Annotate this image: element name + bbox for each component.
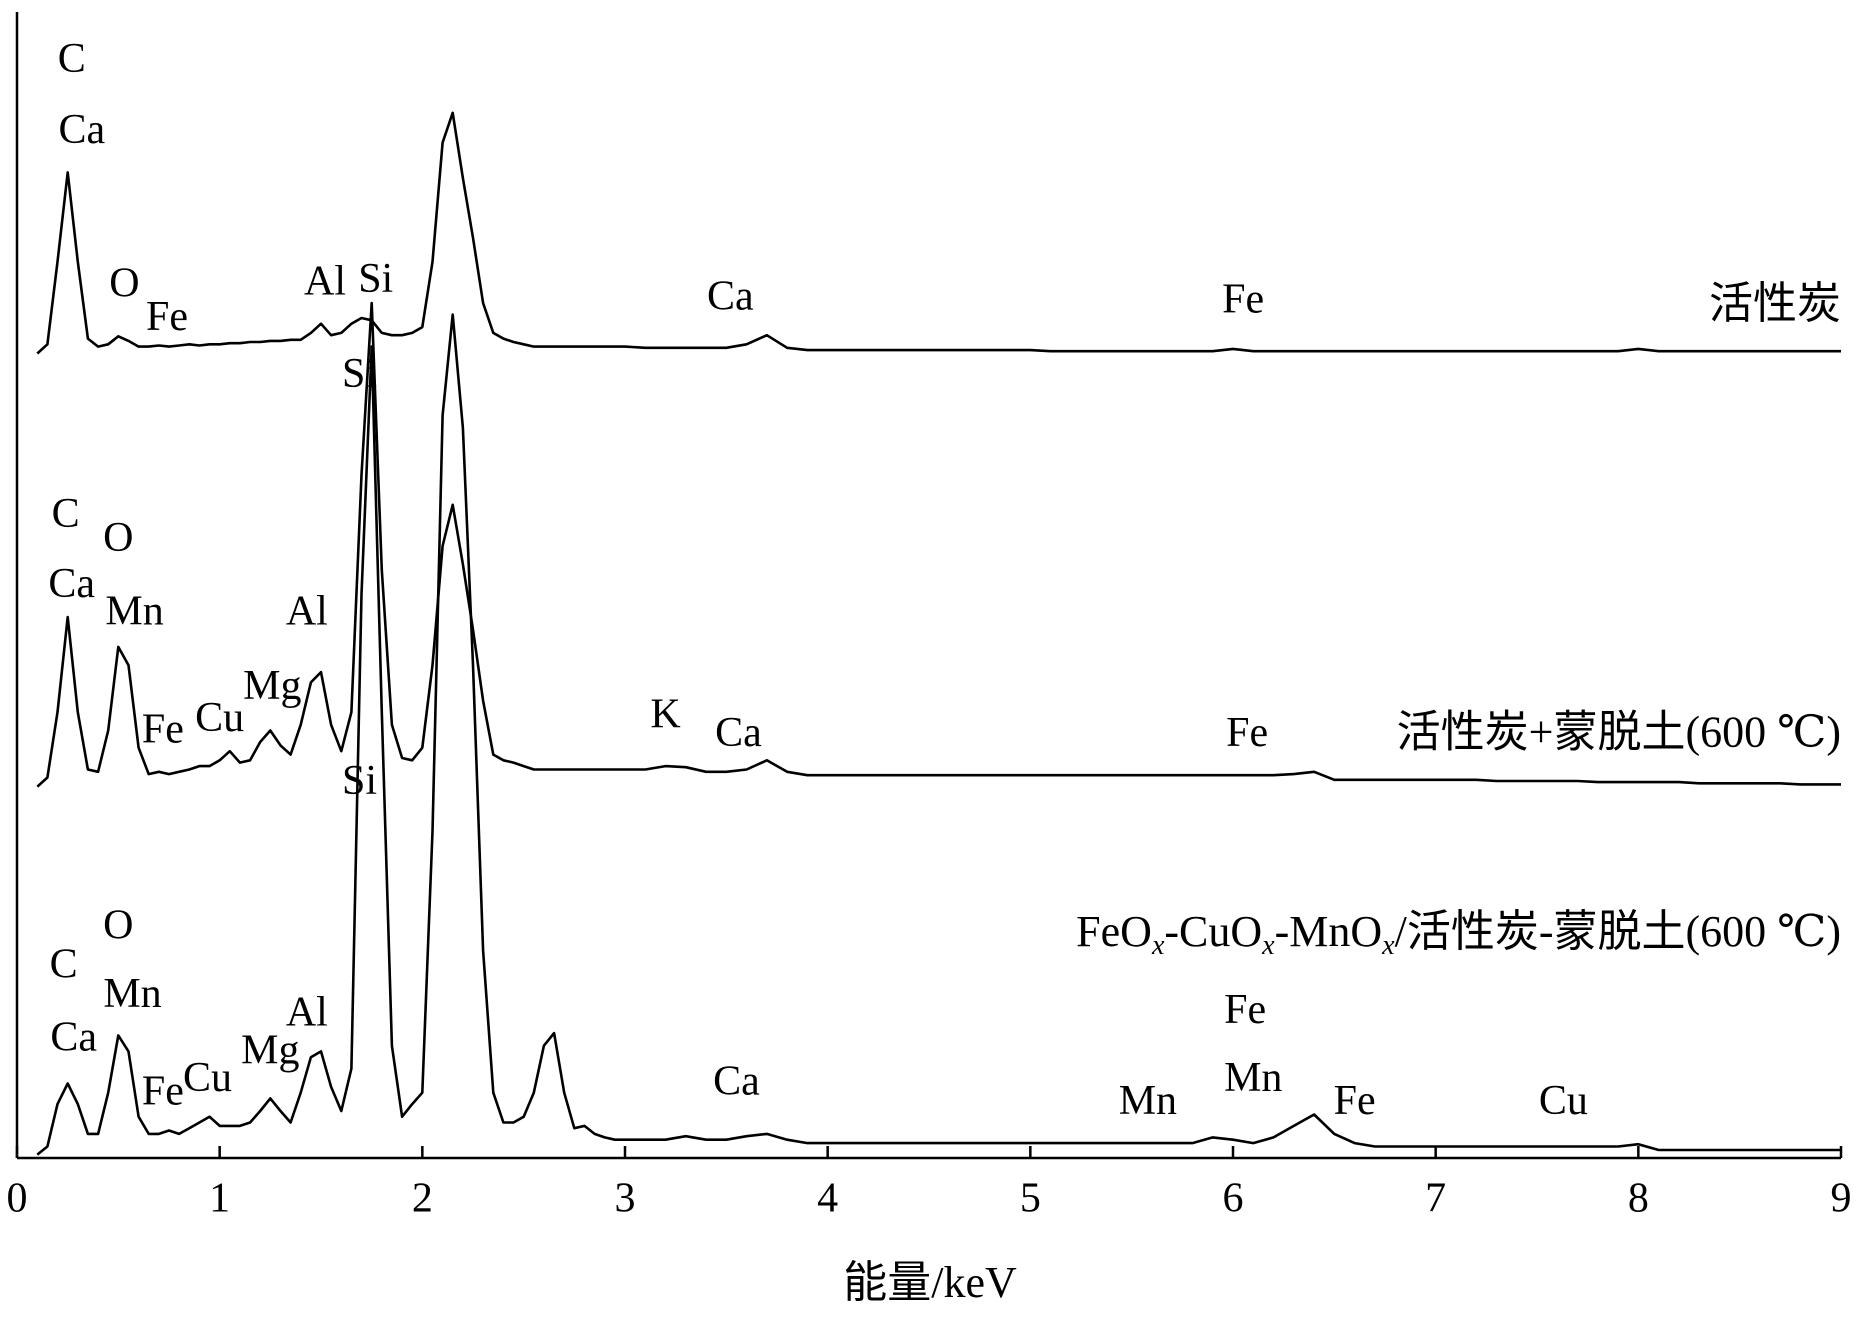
x-tick-label: 8 [1628,1176,1649,1222]
peak-label: Al [304,258,346,304]
peak-label: Mg [241,1027,299,1073]
peak-label: Fe [1226,710,1268,756]
peak-label: Al [286,990,328,1036]
peak-label: Ca [713,1058,760,1104]
peak-label: Ca [707,273,754,319]
x-tick-label: 6 [1223,1176,1244,1222]
peak-label: Cu [1539,1078,1588,1124]
x-tick-label: 7 [1425,1176,1446,1222]
peak-label: Mn [1224,1055,1282,1101]
peak-label: Fe [142,1069,184,1115]
peak-label: Si [342,758,377,804]
peak-label: Mg [243,663,301,709]
peak-label: Mn [1119,1078,1177,1124]
peak-label: K [650,692,680,738]
x-tick-label: 5 [1020,1176,1041,1222]
series-label: 活性炭 [1709,279,1841,328]
peak-label: Cu [183,1055,232,1101]
peak-label: Si [358,256,393,302]
spectrum-line [36,301,1841,788]
x-tick-label: 2 [412,1176,433,1222]
peak-label: Fe [142,706,184,752]
peak-label: Ca [59,107,106,153]
peak-label: Ca [715,710,762,756]
peak-label: Fe [1334,1078,1376,1124]
x-tick-label: 0 [7,1176,28,1222]
peak-label: Mn [103,971,161,1017]
x-axis-label: 能量/keV [843,1258,1017,1307]
x-tick-label: 9 [1831,1176,1852,1222]
peak-label: O [109,261,139,307]
peak-label: O [103,902,133,948]
spectrum-line [36,111,1841,355]
peak-label: Fe [146,294,188,340]
x-tick-label: 3 [615,1176,636,1222]
peak-label: C [50,941,78,987]
peak-label: Cu [195,695,244,741]
peak-label: C [58,36,86,82]
peak-label: C [52,491,80,537]
x-tick-label: 1 [209,1176,230,1222]
peak-label: Si [342,351,377,397]
peak-label: Ca [48,561,95,607]
peak-label: O [103,515,133,561]
peak-label: Fe [1222,277,1264,323]
peak-label: Al [286,588,328,634]
peak-label: Mn [105,588,163,634]
peak-label: Fe [1224,987,1266,1033]
peak-label: Ca [50,1015,97,1061]
x-tick-label: 4 [817,1176,838,1222]
series-label: FeOx-CuOx-MnOx/活性炭-蒙脱土(600 ℃) [1076,907,1841,961]
series-label: 活性炭+蒙脱土(600 ℃) [1397,707,1841,756]
spectrum-line [36,313,1841,1156]
